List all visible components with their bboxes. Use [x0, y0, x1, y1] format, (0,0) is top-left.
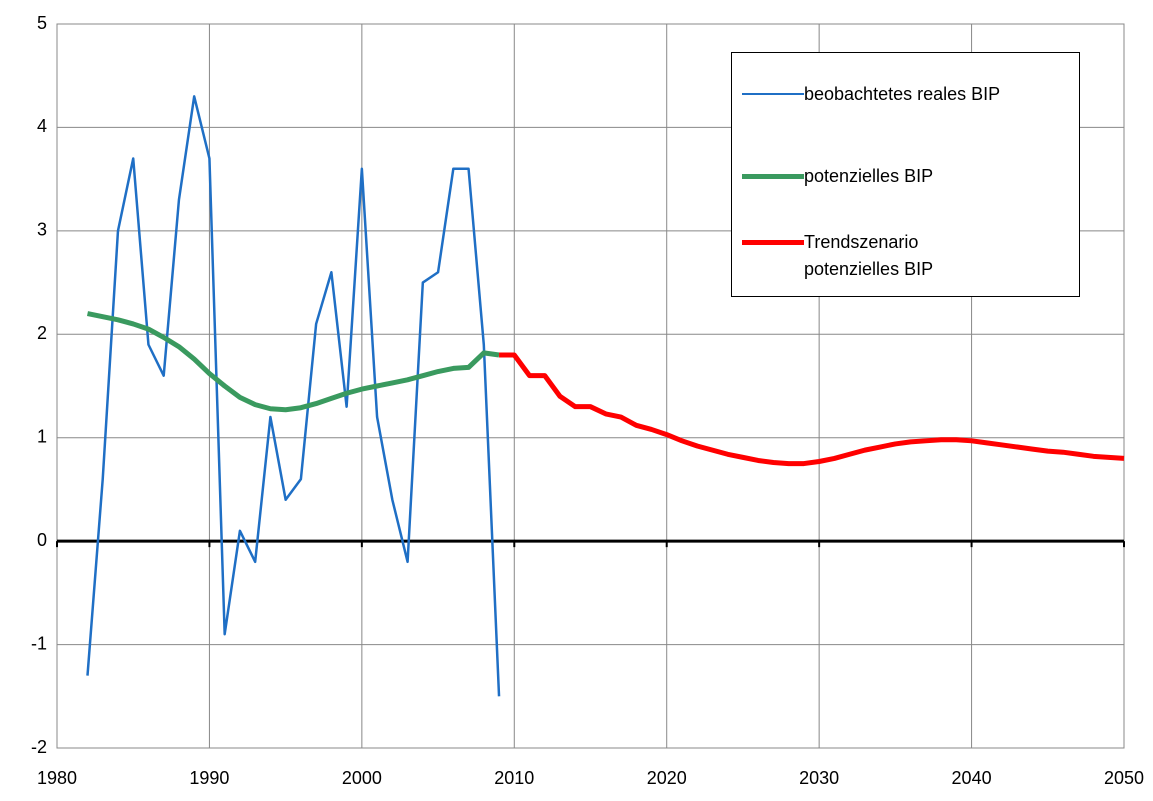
y-tick-label: 1: [37, 426, 47, 446]
x-tick-label: 2010: [494, 768, 534, 788]
x-tick-label: 1980: [37, 768, 77, 788]
x-tick-label: 2000: [342, 768, 382, 788]
y-tick-label: 3: [37, 220, 47, 240]
y-tick-label: 2: [37, 323, 47, 343]
legend-swatch: [742, 239, 804, 245]
y-tick-label: -2: [31, 737, 47, 757]
y-tick-label: 5: [37, 13, 47, 33]
legend-label: beobachtetes reales BIP: [804, 84, 1001, 104]
legend: beobachtetes reales BIP potenzielles BIP T…: [731, 52, 1080, 297]
legend-swatch: [742, 173, 804, 179]
y-tick-label: 0: [37, 530, 47, 550]
x-tick-label: 2040: [952, 768, 992, 788]
x-tick-label: 2050: [1104, 768, 1144, 788]
legend-label: potenzielles BIP: [804, 166, 934, 186]
series-line: [86, 95, 501, 697]
legend-swatch: [742, 92, 804, 96]
y-tick-label: -1: [31, 633, 47, 653]
x-tick-label: 1990: [189, 768, 229, 788]
legend-label: Trendszenario potenzielles BIP: [804, 232, 934, 279]
x-tick-label: 2030: [799, 768, 839, 788]
series-line: [86, 311, 500, 413]
plot-border: [56, 23, 1125, 749]
series-line: [499, 352, 1125, 467]
y-tick-label: 4: [37, 116, 47, 136]
x-tick-label: 2020: [647, 768, 687, 788]
